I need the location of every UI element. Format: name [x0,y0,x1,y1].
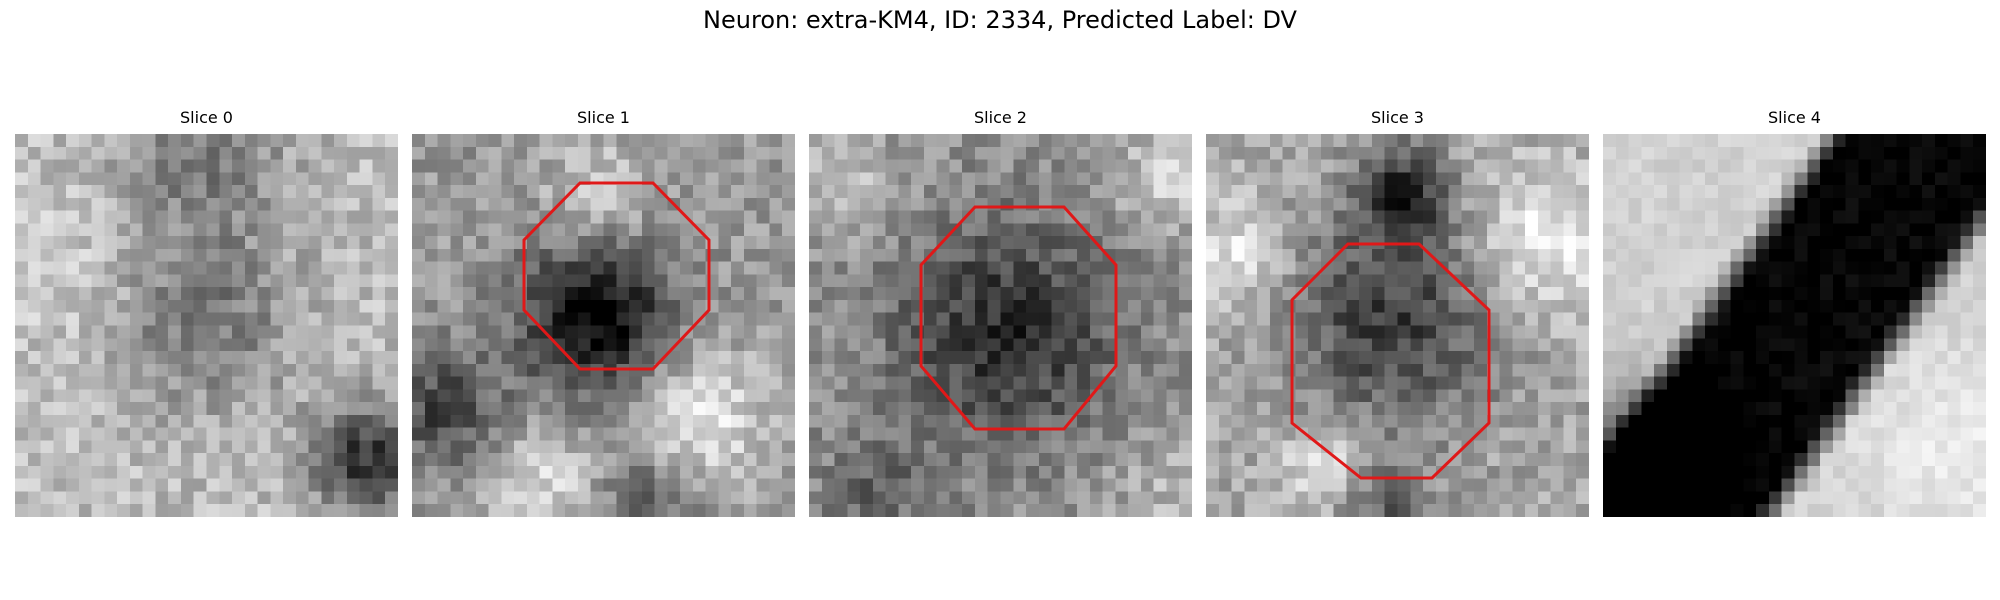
roi-outline [522,181,711,371]
slice-panel-1: Slice 1 [412,108,795,517]
slice-image [1206,134,1589,517]
roi-outline [1290,242,1491,480]
slice-title: Slice 1 [577,108,630,127]
figure-title: Neuron: extra-KM4, ID: 2334, Predicted L… [703,6,1297,34]
slice-title: Slice 3 [1371,108,1424,127]
slice-title: Slice 0 [180,108,233,127]
roi-polygon [522,181,711,371]
slice-title: Slice 4 [1768,108,1821,127]
slice-image [1603,134,1986,517]
slice-image [412,134,795,517]
slice-title: Slice 2 [974,108,1027,127]
roi-outline [919,205,1118,431]
slice-panel-0: Slice 0 [15,108,398,517]
roi-polygon [919,205,1118,431]
slice-panel-2: Slice 2 [809,108,1192,517]
roi-polygon [1290,242,1491,480]
slice-panel-4: Slice 4 [1603,108,1986,517]
slice-panel-3: Slice 3 [1206,108,1589,517]
slice-image [15,134,398,517]
slice-image [809,134,1192,517]
